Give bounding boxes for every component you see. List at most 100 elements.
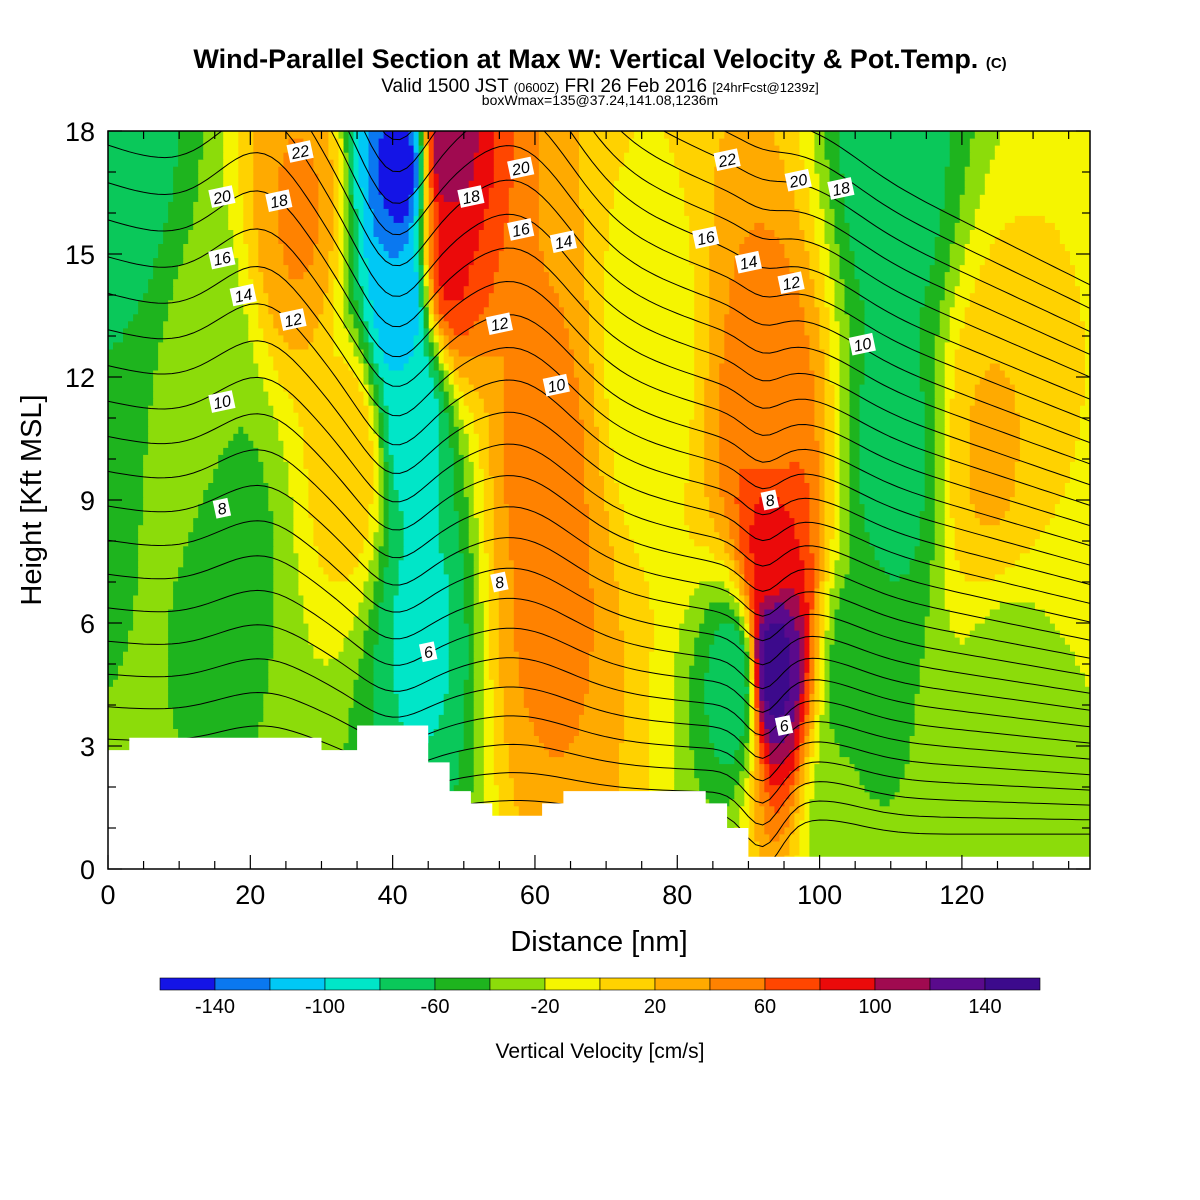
velocity-cell <box>338 257 345 266</box>
velocity-cell <box>969 236 996 244</box>
velocity-cell <box>689 250 710 259</box>
velocity-cell <box>343 173 350 181</box>
velocity-cell <box>764 608 790 617</box>
velocity-cell <box>283 334 315 343</box>
velocity-cell <box>744 763 750 772</box>
velocity-cell <box>589 503 605 512</box>
velocity-cell <box>353 679 375 687</box>
velocity-cell <box>393 630 450 638</box>
velocity-cell <box>483 637 490 645</box>
velocity-cell <box>749 819 755 828</box>
velocity-cell <box>709 306 730 315</box>
velocity-cell <box>138 580 174 589</box>
velocity-cell <box>348 145 355 153</box>
velocity-cell <box>689 468 705 476</box>
velocity-cell <box>729 573 740 582</box>
velocity-cell <box>799 292 815 301</box>
velocity-cell <box>859 454 926 462</box>
velocity-cell <box>498 784 515 793</box>
velocity-cell <box>498 791 515 800</box>
velocity-cell <box>814 278 825 287</box>
velocity-cell <box>448 412 455 420</box>
velocity-cell <box>729 798 745 807</box>
velocity-cell <box>804 756 810 765</box>
velocity-cell <box>849 440 861 448</box>
velocity-cell <box>604 391 695 399</box>
velocity-cell <box>774 805 780 814</box>
velocity-cell <box>849 426 861 434</box>
velocity-cell <box>308 145 329 153</box>
velocity-cell <box>493 173 515 181</box>
velocity-cell <box>558 292 585 301</box>
velocity-cell <box>323 299 334 308</box>
velocity-cell <box>584 447 600 455</box>
velocity-cell <box>378 475 385 483</box>
velocity-cell <box>538 131 580 139</box>
velocity-cell <box>944 398 951 406</box>
velocity-cell <box>248 327 264 336</box>
velocity-cell <box>849 405 861 413</box>
velocity-cell <box>604 334 695 343</box>
theta-label-bg <box>208 390 236 413</box>
velocity-cell <box>834 580 846 589</box>
velocity-cell <box>589 559 615 568</box>
velocity-cell <box>243 229 259 237</box>
velocity-cell <box>974 131 1001 139</box>
velocity-cell <box>368 271 420 280</box>
velocity-cell <box>478 433 490 441</box>
velocity-cell <box>994 236 1061 244</box>
velocity-cell <box>964 637 1066 645</box>
velocity-cell <box>463 679 475 687</box>
velocity-cell <box>749 608 755 617</box>
velocity-cell <box>108 250 159 259</box>
velocity-cell <box>849 433 861 441</box>
velocity-cell <box>333 180 340 188</box>
velocity-cell <box>804 594 815 603</box>
velocity-cell <box>413 334 425 343</box>
velocity-cell <box>809 819 1090 828</box>
velocity-cell <box>724 327 806 336</box>
velocity-cell <box>143 468 214 476</box>
velocity-cell <box>799 637 805 645</box>
velocity-cell <box>373 672 395 680</box>
velocity-cell <box>433 208 440 216</box>
velocity-cell <box>353 370 365 378</box>
velocity-cell <box>278 433 304 441</box>
velocity-cell <box>413 208 420 216</box>
velocity-cell <box>153 271 179 280</box>
velocity-cell <box>343 222 350 230</box>
velocity-cell <box>488 608 500 617</box>
velocity-cell <box>443 334 450 343</box>
velocity-cell <box>363 637 380 645</box>
velocity-cell <box>799 714 805 722</box>
velocity-cell <box>714 630 740 638</box>
velocity-cell <box>754 559 805 568</box>
velocity-cell <box>108 559 139 568</box>
velocity-cell <box>573 735 625 744</box>
velocity-cell <box>448 686 465 694</box>
velocity-cell <box>839 475 851 483</box>
velocity-cell <box>378 159 415 167</box>
velocity-cell <box>814 419 825 427</box>
velocity-cell <box>183 243 234 252</box>
velocity-cell <box>473 644 485 652</box>
velocity-cell <box>744 644 750 652</box>
velocity-cell <box>328 278 334 287</box>
velocity-cell <box>829 173 846 181</box>
velocity-cell <box>373 496 380 505</box>
velocity-cell <box>503 426 585 434</box>
velocity-cell <box>453 405 460 413</box>
velocity-cell <box>343 313 355 322</box>
velocity-cell <box>338 222 345 230</box>
velocity-cell <box>248 243 259 252</box>
velocity-cell <box>609 222 690 230</box>
velocity-cell <box>383 510 390 519</box>
velocity-cell <box>348 187 355 195</box>
velocity-cell <box>824 222 836 230</box>
velocity-cell <box>739 517 755 526</box>
velocity-cell <box>759 658 765 666</box>
velocity-cell <box>428 173 435 181</box>
velocity-cell <box>173 587 274 596</box>
velocity-cell <box>418 292 425 301</box>
